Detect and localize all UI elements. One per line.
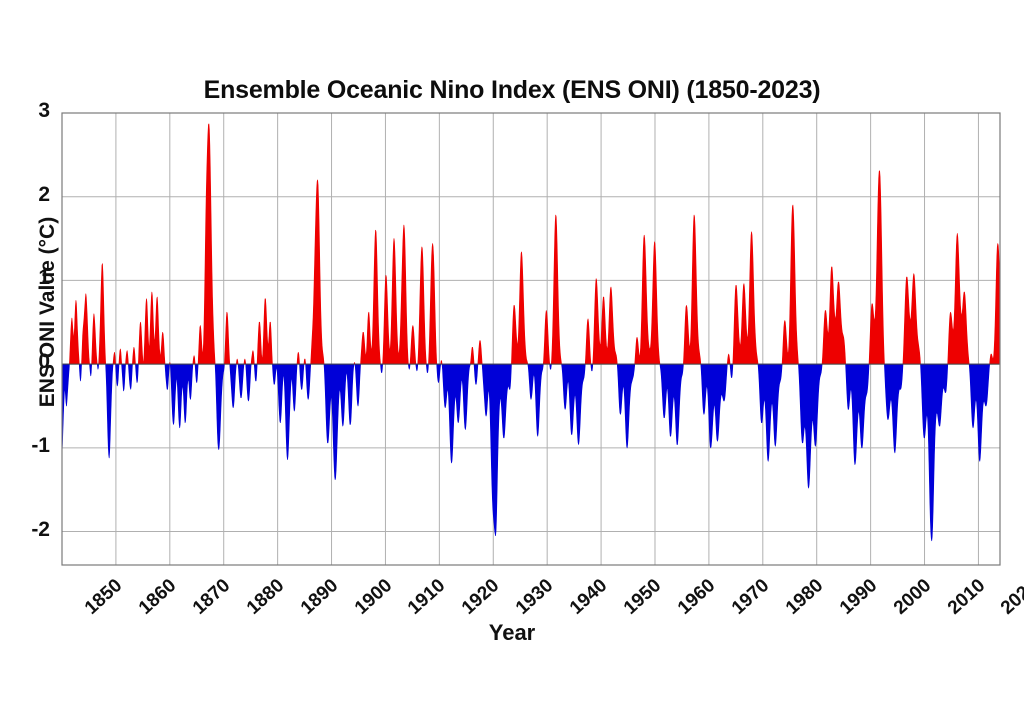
x-axis-title: Year xyxy=(488,620,536,645)
y-tick-label: 2 xyxy=(38,182,50,206)
y-tick-label: 0 xyxy=(38,350,50,374)
y-axis-title: ENS ONI Value (°C) xyxy=(36,216,59,408)
y-tick-label: -2 xyxy=(31,517,50,541)
y-tick-label: 1 xyxy=(38,266,50,290)
chart-title: Ensemble Oceanic Nino Index (ENS ONI) (1… xyxy=(203,76,821,104)
y-tick-label: -1 xyxy=(31,433,50,457)
gridlines xyxy=(61,112,1000,565)
y-tick-label: 3 xyxy=(38,99,50,122)
plot-frame xyxy=(61,112,1001,566)
oni-series-area xyxy=(62,123,1000,542)
